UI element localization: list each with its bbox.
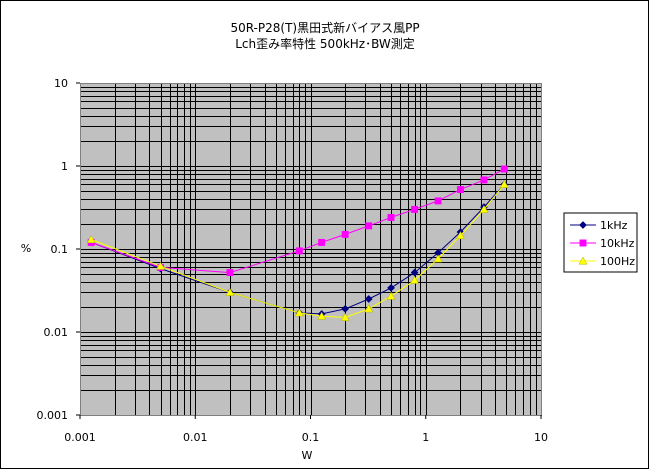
chart-subtitle: Lch歪み率特性 500kHz･BW測定 (235, 36, 415, 51)
x-tick-label: 0.001 (64, 431, 96, 444)
x-tick-label: 0.01 (183, 431, 208, 444)
y-tick-label: 0.001 (37, 409, 69, 422)
data-point (364, 304, 374, 313)
data-point (340, 312, 350, 321)
legend-marker (578, 256, 588, 265)
data-point (318, 238, 326, 246)
data-point (456, 186, 464, 194)
legend-label: 1kHz (600, 219, 628, 232)
grid-lines (80, 83, 541, 416)
legend-label: 100Hz (600, 255, 635, 268)
y-tick-label: 10 (54, 77, 68, 90)
series-100hz (86, 179, 509, 321)
legend-marker (579, 239, 587, 247)
data-point (479, 204, 489, 213)
series-layer (86, 165, 509, 321)
data-point (434, 197, 442, 205)
y-tick-label: 1 (61, 160, 68, 173)
data-point (456, 231, 465, 240)
legend-entry: 1kHz (570, 219, 628, 232)
plot-area (80, 83, 542, 416)
x-tick-label: 10 (534, 431, 548, 444)
x-tick-label: 0.1 (302, 431, 320, 444)
legend-label: 10kHz (600, 237, 635, 250)
data-point (225, 287, 235, 296)
data-point (341, 230, 349, 238)
data-point (86, 235, 96, 243)
data-point (295, 247, 303, 255)
data-point (156, 261, 165, 270)
data-point (341, 304, 350, 313)
legend-marker (579, 221, 587, 229)
y-tick-label: 0.1 (51, 243, 69, 256)
data-point (500, 165, 508, 173)
data-point (386, 291, 396, 300)
data-point (387, 213, 395, 221)
chart-title: 50R-P28(T)黒田式新バイアス風PP (230, 20, 419, 35)
legend-entry: 100Hz (570, 255, 635, 268)
data-point (364, 295, 373, 303)
x-axis-label: W (302, 449, 313, 462)
data-point (387, 283, 396, 292)
x-tick-label: 1 (422, 431, 429, 444)
legend-entry: 10kHz (570, 237, 635, 250)
y-axis-label: % (21, 242, 31, 255)
legend: 1kHz 10kHz 100Hz (563, 212, 638, 273)
y-tick-label: 0.01 (44, 326, 69, 339)
data-point (226, 269, 234, 277)
data-point (317, 311, 327, 320)
data-point (499, 179, 509, 188)
data-point (294, 308, 304, 317)
data-point (480, 176, 488, 184)
tick-labels: 0.001 0.01 0.1 1 10 10 1 0.1 0.01 0.001 (37, 77, 549, 444)
data-point (411, 205, 419, 213)
data-point (365, 222, 373, 230)
data-point (433, 254, 443, 263)
data-point (410, 275, 420, 284)
